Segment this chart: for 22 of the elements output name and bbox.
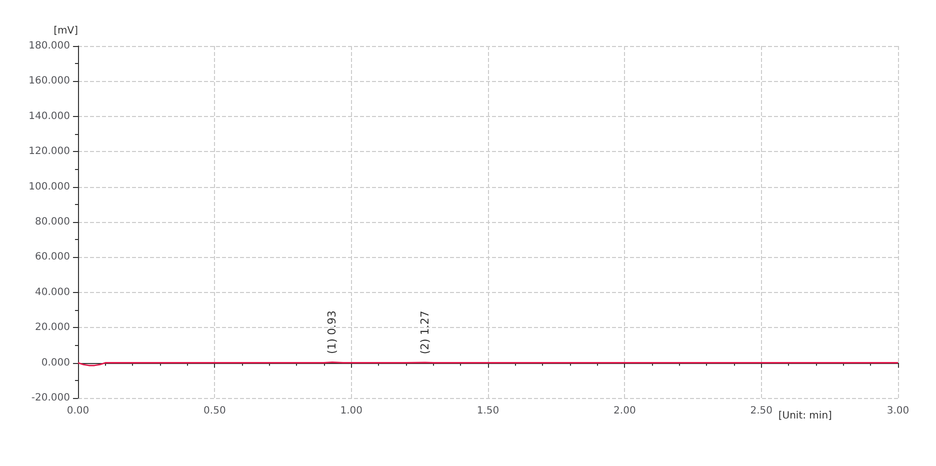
y-tick-label: 180.000 — [28, 40, 70, 52]
y-tick-label: 100.000 — [28, 181, 70, 192]
y-tick-label: 140.000 — [28, 110, 70, 122]
y-tick-label: 120.000 — [28, 146, 70, 158]
y-tick-label: 80.000 — [35, 216, 70, 228]
y-tick-label: 0.000 — [41, 357, 70, 368]
x-tick-label: 0.00 — [66, 406, 90, 416]
y-tick-label: 60.000 — [35, 252, 70, 263]
y-tick-label: 160.000 — [28, 76, 70, 87]
x-tick-label: 2.00 — [614, 406, 636, 416]
y-axis-title: [mV] — [54, 26, 78, 36]
x-tick-label: 2.50 — [750, 406, 772, 416]
annotation: (1) 0.93 — [326, 310, 339, 354]
x-tick-label: 1.50 — [476, 406, 500, 416]
y-tick-label: 40.000 — [35, 286, 70, 298]
annotation: (2) 1.27 — [418, 310, 432, 354]
x-axis-title: [Unit: min] — [778, 410, 832, 422]
y-tick-label: -20.000 — [31, 392, 70, 404]
y-tick-label: 20.000 — [35, 322, 70, 334]
x-tick-label: 0.50 — [204, 406, 226, 416]
x-tick-label: 3.00 — [886, 406, 910, 416]
x-tick-label: 1.00 — [340, 406, 362, 416]
